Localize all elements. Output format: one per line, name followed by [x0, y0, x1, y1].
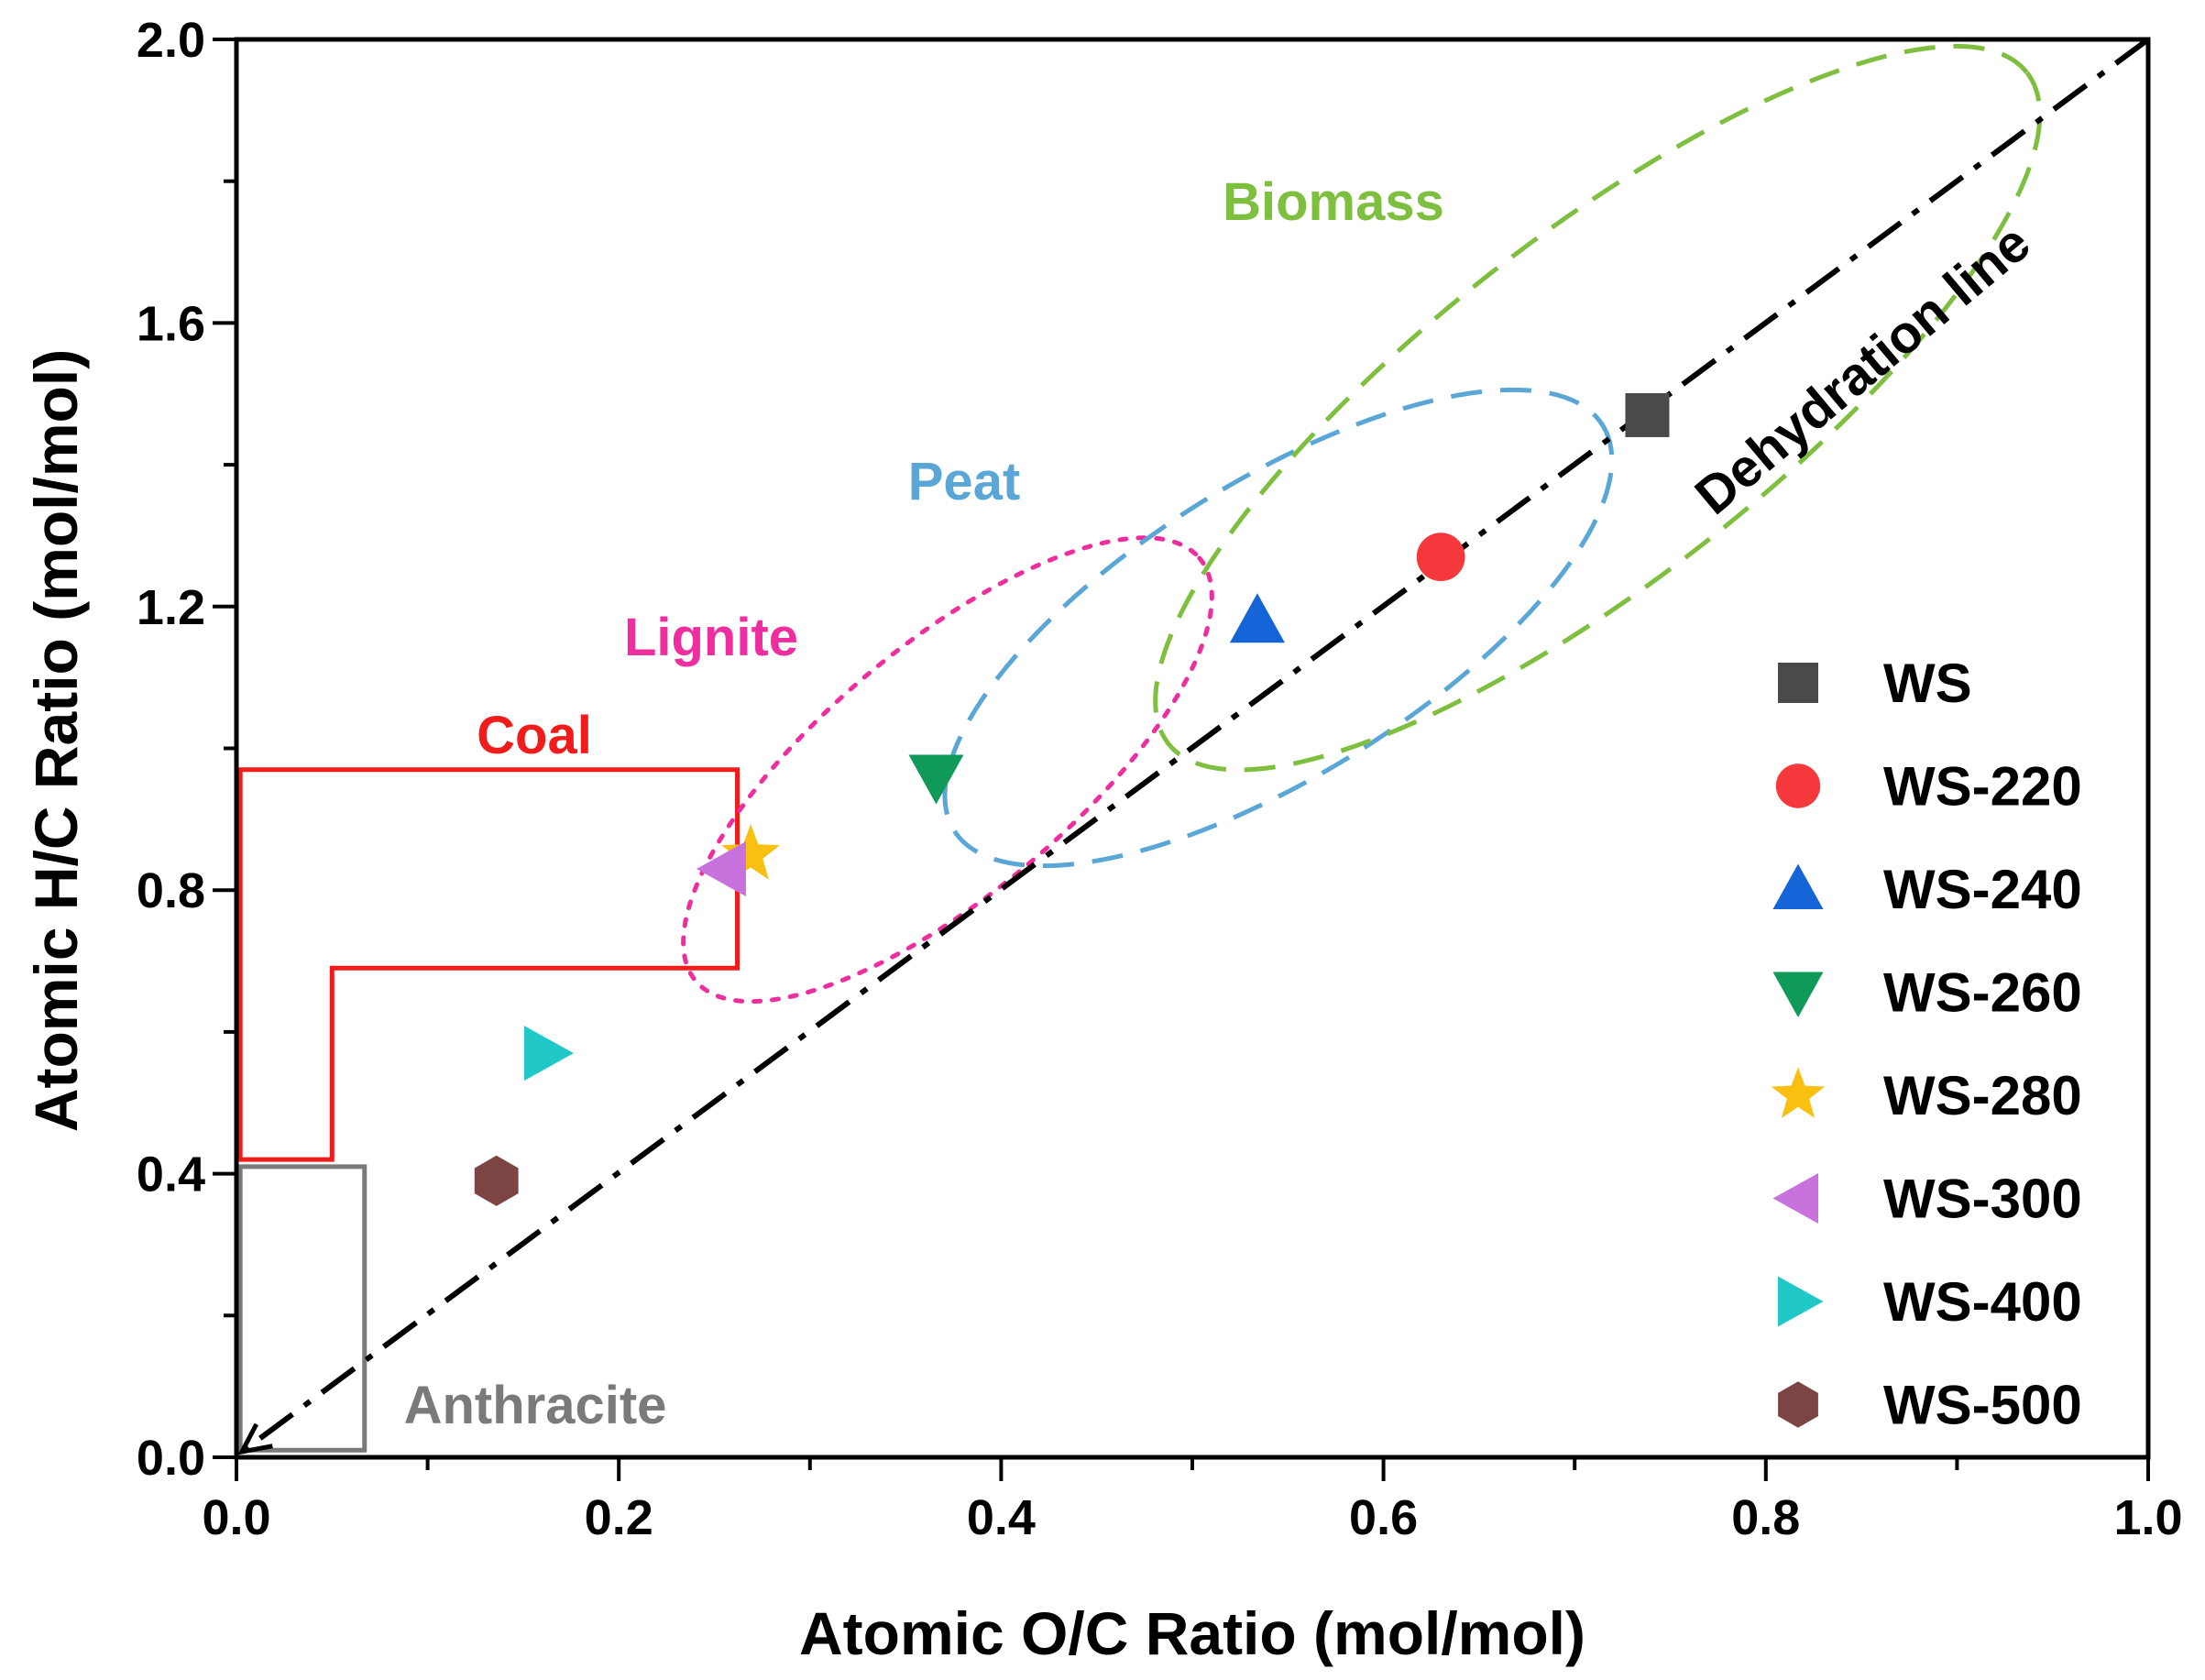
- legend-entry-ws-400: WS-400: [1778, 1271, 2082, 1333]
- ticks-layer: 0.0 0.2 0.4 0.6 0.8 1.0 0.0 0.4 0.8 1.2 1.6 2.0: [137, 13, 2183, 1545]
- point-ws-300: [696, 840, 746, 896]
- biomass-label: Biomass: [1223, 172, 1444, 232]
- y-tick-label: 1.6: [137, 296, 205, 351]
- point-ws-280: [721, 823, 781, 880]
- legend-marker-ws-500: [1778, 1381, 1818, 1428]
- peat-label: Peat: [908, 452, 1021, 511]
- legend-marker-ws-280: [1771, 1067, 1826, 1118]
- lignite-region: [681, 535, 1214, 1005]
- legend-marker-ws-240: [1772, 863, 1824, 909]
- coal-label: Coal: [477, 706, 592, 765]
- legend-entry-ws-220: WS-220: [1775, 756, 2082, 818]
- legend-entry-ws: WS: [1778, 653, 1972, 714]
- dehydration-layer: [237, 37, 2150, 1455]
- x-tick-label: 0.2: [585, 1490, 653, 1545]
- legend-entry-ws-500: WS-500: [1778, 1375, 2082, 1436]
- legend-entry-ws-240: WS-240: [1772, 859, 2082, 920]
- legend-marker-ws: [1778, 663, 1818, 703]
- legend-label: WS-220: [1883, 756, 2082, 818]
- point-ws-260: [908, 754, 964, 805]
- x-tick-label: 0.6: [1349, 1490, 1418, 1545]
- x-tick-label: 0.4: [967, 1490, 1036, 1545]
- dehydration-line: [240, 37, 2150, 1455]
- peat-region: [942, 387, 1615, 869]
- legend-marker-ws-400: [1778, 1276, 1824, 1327]
- anthracite-region: [237, 1164, 368, 1453]
- x-tick-label: 0.0: [202, 1490, 270, 1545]
- regions-layer: [237, 43, 2043, 1453]
- anthracite-label: Anthracite: [404, 1376, 667, 1435]
- point-ws: [1625, 392, 1670, 437]
- legend-label: WS-500: [1883, 1375, 2082, 1436]
- lignite-label: Lignite: [624, 608, 798, 667]
- coal-region: [237, 767, 740, 1162]
- x-tick-label: 0.8: [1731, 1490, 1800, 1545]
- y-tick-label: 1.2: [137, 580, 205, 635]
- x-tick-label: 1.0: [2113, 1490, 2182, 1545]
- dehydration-arrowhead: [237, 1422, 273, 1455]
- legend-label: WS-260: [1883, 962, 2082, 1024]
- legend-entry-ws-300: WS-300: [1772, 1169, 2082, 1230]
- y-tick-label: 0.8: [137, 863, 205, 918]
- legend-entry-ws-260: WS-260: [1772, 962, 2082, 1024]
- legend-entry-ws-280: WS-280: [1771, 1065, 2082, 1126]
- legend-marker-ws-220: [1775, 763, 1821, 808]
- points-layer: [474, 392, 1670, 1206]
- y-tick-label: 2.0: [137, 13, 205, 68]
- legend-marker-ws-260: [1772, 972, 1824, 1017]
- legend-label: WS-300: [1883, 1169, 2082, 1230]
- biomass-region: [1153, 43, 2043, 773]
- y-tick-label: 0.0: [137, 1431, 205, 1486]
- y-tick-label: 0.4: [137, 1147, 205, 1202]
- legend-label: WS-400: [1883, 1271, 2082, 1333]
- legend-label: WS-240: [1883, 859, 2082, 920]
- point-ws-220: [1416, 533, 1465, 582]
- legend-label: WS: [1883, 653, 1972, 714]
- point-ws-240: [1229, 593, 1285, 643]
- point-ws-500: [474, 1155, 519, 1206]
- legend-label: WS-280: [1883, 1065, 2082, 1126]
- x-axis-title: Atomic O/C Ratio (mol/mol): [799, 1599, 1585, 1667]
- point-ws-400: [523, 1026, 574, 1082]
- legend-marker-ws-300: [1772, 1173, 1818, 1224]
- y-axis-title: Atomic H/C Ratio (mol/mol): [22, 349, 90, 1132]
- legend: WS WS-220 WS-240 WS-260 WS-280 WS-300 WS-400 WS…: [1771, 653, 2082, 1436]
